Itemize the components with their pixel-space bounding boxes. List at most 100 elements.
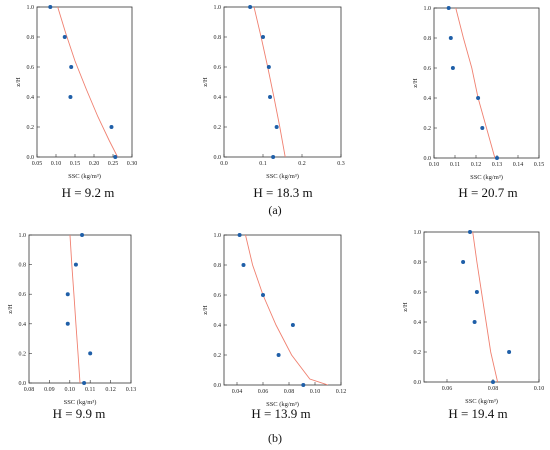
data-point (507, 350, 512, 354)
y-tick-label: 0.8 (424, 36, 432, 42)
data-point (241, 263, 246, 267)
data-point (274, 125, 279, 129)
y-tick-label: 0.2 (19, 351, 27, 357)
y-tick-label: 0.4 (19, 322, 27, 328)
x-tick-label: 0.06 (258, 389, 269, 395)
plot-frame (423, 231, 540, 383)
data-point (472, 320, 477, 324)
x-tick-label: 0.13 (126, 387, 137, 393)
fit-line (253, 7, 286, 157)
data-point (248, 5, 253, 9)
data-point (65, 292, 70, 297)
panel-caption: H = 19.4 m (448, 406, 507, 421)
x-axis-title: SSC (kg/m³) (465, 398, 498, 405)
x-tick-label: 0.0 (220, 161, 228, 167)
data-point (237, 233, 242, 237)
x-tick-label: 0.3 (337, 161, 345, 167)
data-point (468, 230, 472, 234)
panel-caption: H = 9.2 m (62, 185, 115, 200)
fit-line (245, 235, 329, 385)
data-point (495, 156, 499, 160)
y-tick-label: 0.0 (19, 381, 27, 387)
y-tick-label: 0.8 (19, 263, 27, 269)
data-point (73, 262, 78, 267)
panel-label-a: (a) (268, 203, 281, 217)
y-axis-title: z/H (202, 77, 209, 87)
chart-panel-3: 0.10 0.11 0.12 0.13 0.14 0.15 0.0 0.2 0.4 0.6 0.8 1… (412, 6, 545, 200)
y-tick-label: 0.4 (424, 96, 432, 102)
x-axis-title: SSC (kg/m³) (68, 173, 101, 180)
data-point (474, 290, 479, 294)
data-point (80, 233, 85, 237)
panel-caption: H = 9.9 m (53, 406, 106, 421)
y-tick-label: 1.0 (214, 233, 222, 239)
plot-frame (223, 234, 342, 386)
chart-panel-6: 0.06 0.08 0.10 0.0 0.2 0.4 0.6 0.8 1.0 SSC (kg/m³… (402, 230, 544, 421)
y-tick-label: 0.0 (424, 156, 432, 162)
y-tick-label: 0.4 (414, 320, 422, 326)
x-tick-label: 0.08 (24, 387, 35, 393)
panel-caption: H = 18.3 m (253, 185, 312, 200)
y-axis-title: z/H (202, 305, 209, 315)
x-tick-label: 0.08 (488, 386, 499, 392)
y-tick-label: 0.6 (214, 65, 222, 71)
data-point (69, 65, 74, 69)
data-point (266, 65, 271, 69)
x-tick-label: 0.10 (310, 389, 321, 395)
data-point (82, 381, 87, 385)
data-point (48, 5, 53, 9)
x-tick-label: 0.10 (65, 387, 76, 393)
data-point (491, 380, 495, 384)
chart-panel-4: 0.08 0.09 0.10 0.11 0.12 0.13 0.0 0.2 0.4 0.6 0.8 1… (7, 233, 137, 421)
y-tick-label: 0.8 (214, 35, 222, 41)
y-axis-title: z/H (412, 78, 419, 88)
y-tick-label: 0.8 (27, 35, 35, 41)
y-tick-label: 1.0 (424, 6, 432, 12)
plot-frame (28, 234, 132, 384)
y-tick-label: 1.0 (19, 233, 27, 239)
data-point (271, 155, 276, 159)
y-tick-label: 0.0 (214, 155, 222, 161)
x-tick-label: 0.14 (513, 162, 524, 168)
y-axis-title: z/H (15, 77, 22, 87)
x-tick-label: 0.15 (534, 162, 545, 168)
x-tick-label: 0.13 (492, 162, 503, 168)
data-point (88, 351, 93, 356)
y-tick-label: 0.0 (27, 155, 35, 161)
y-tick-label: 0.6 (19, 292, 27, 298)
y-tick-label: 0.2 (414, 350, 422, 356)
x-tick-label: 0.1 (259, 161, 267, 167)
x-tick-label: 0.30 (127, 161, 138, 167)
y-tick-label: 1.0 (27, 5, 35, 11)
x-axis-title: SSC (kg/m³) (470, 174, 503, 181)
data-point (109, 125, 114, 129)
x-tick-label: 0.2 (298, 161, 306, 167)
x-tick-label: 0.11 (450, 162, 460, 168)
y-tick-label: 0.0 (214, 383, 222, 389)
y-axis-title: z/H (402, 302, 409, 312)
data-point (476, 96, 481, 100)
x-tick-label: 0.06 (442, 386, 453, 392)
y-tick-label: 0.6 (27, 65, 35, 71)
plot-frame (433, 7, 540, 159)
data-point (446, 6, 451, 10)
x-tick-label: 0.10 (51, 161, 62, 167)
fit-line (69, 235, 81, 383)
plot-frame (223, 6, 342, 158)
x-tick-label: 0.15 (70, 161, 81, 167)
y-tick-label: 0.4 (214, 323, 222, 329)
x-tick-label: 0.10 (429, 162, 440, 168)
x-tick-label: 0.12 (471, 162, 482, 168)
fit-line (472, 232, 499, 382)
data-point (450, 66, 455, 70)
data-point (290, 323, 295, 327)
x-tick-label: 0.11 (85, 387, 95, 393)
data-point (301, 383, 306, 387)
x-tick-label: 0.12 (336, 389, 347, 395)
data-point (268, 95, 273, 99)
y-tick-label: 0.2 (214, 353, 222, 359)
y-tick-label: 0.2 (214, 125, 222, 131)
y-tick-label: 0.0 (414, 380, 422, 386)
chart-panel-5: 0.04 0.06 0.08 0.10 0.12 0.0 0.2 0.4 0.6 0.8 1.0 SS… (202, 233, 347, 421)
